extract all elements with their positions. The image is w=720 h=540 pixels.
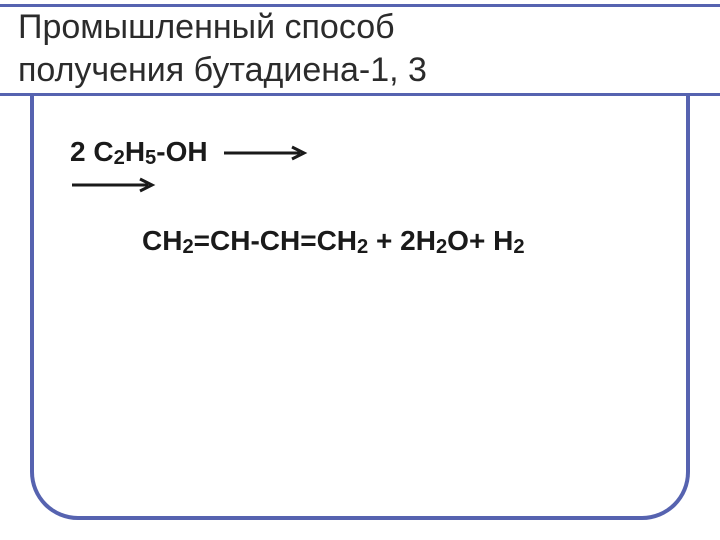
reactant-formula: 2 C2H5-OH [70, 136, 208, 170]
sub-2: 2 [114, 147, 125, 169]
oh-group: -OH [156, 136, 207, 167]
reaction-arrow-icon [222, 144, 312, 162]
slide-title: Промышленный способ получения бутадиена-… [18, 6, 720, 91]
prod-chain: =CH-CH=CH [194, 225, 357, 256]
elem-c: C [93, 136, 113, 167]
title-line-1: Промышленный способ [18, 8, 395, 46]
sub: 2 [182, 236, 193, 258]
reaction-arrow-continuation [70, 176, 656, 199]
prod-ch: CH [142, 225, 182, 256]
title-band: Промышленный способ получения бутадиена-… [0, 0, 720, 96]
coeff: 2 [70, 136, 93, 167]
sub-5: 5 [145, 147, 156, 169]
title-line-2: получения бутадиена-1, 3 [18, 51, 427, 89]
content-card: 2 C2H5-OH CH2=CH-CH=CH2 + 2H2O+ H2 [30, 96, 690, 520]
prod-o-h: O+ H [447, 225, 513, 256]
reaction-products: CH2=CH-CH=CH2 + 2H2O+ H2 [142, 225, 656, 259]
reaction-arrow-icon [70, 176, 160, 194]
sub: 2 [357, 236, 368, 258]
reaction-left-side: 2 C2H5-OH [70, 136, 656, 170]
sub: 2 [513, 236, 524, 258]
prod-plus-h2o: + 2H [368, 225, 436, 256]
sub: 2 [436, 236, 447, 258]
elem-h: H [125, 136, 145, 167]
